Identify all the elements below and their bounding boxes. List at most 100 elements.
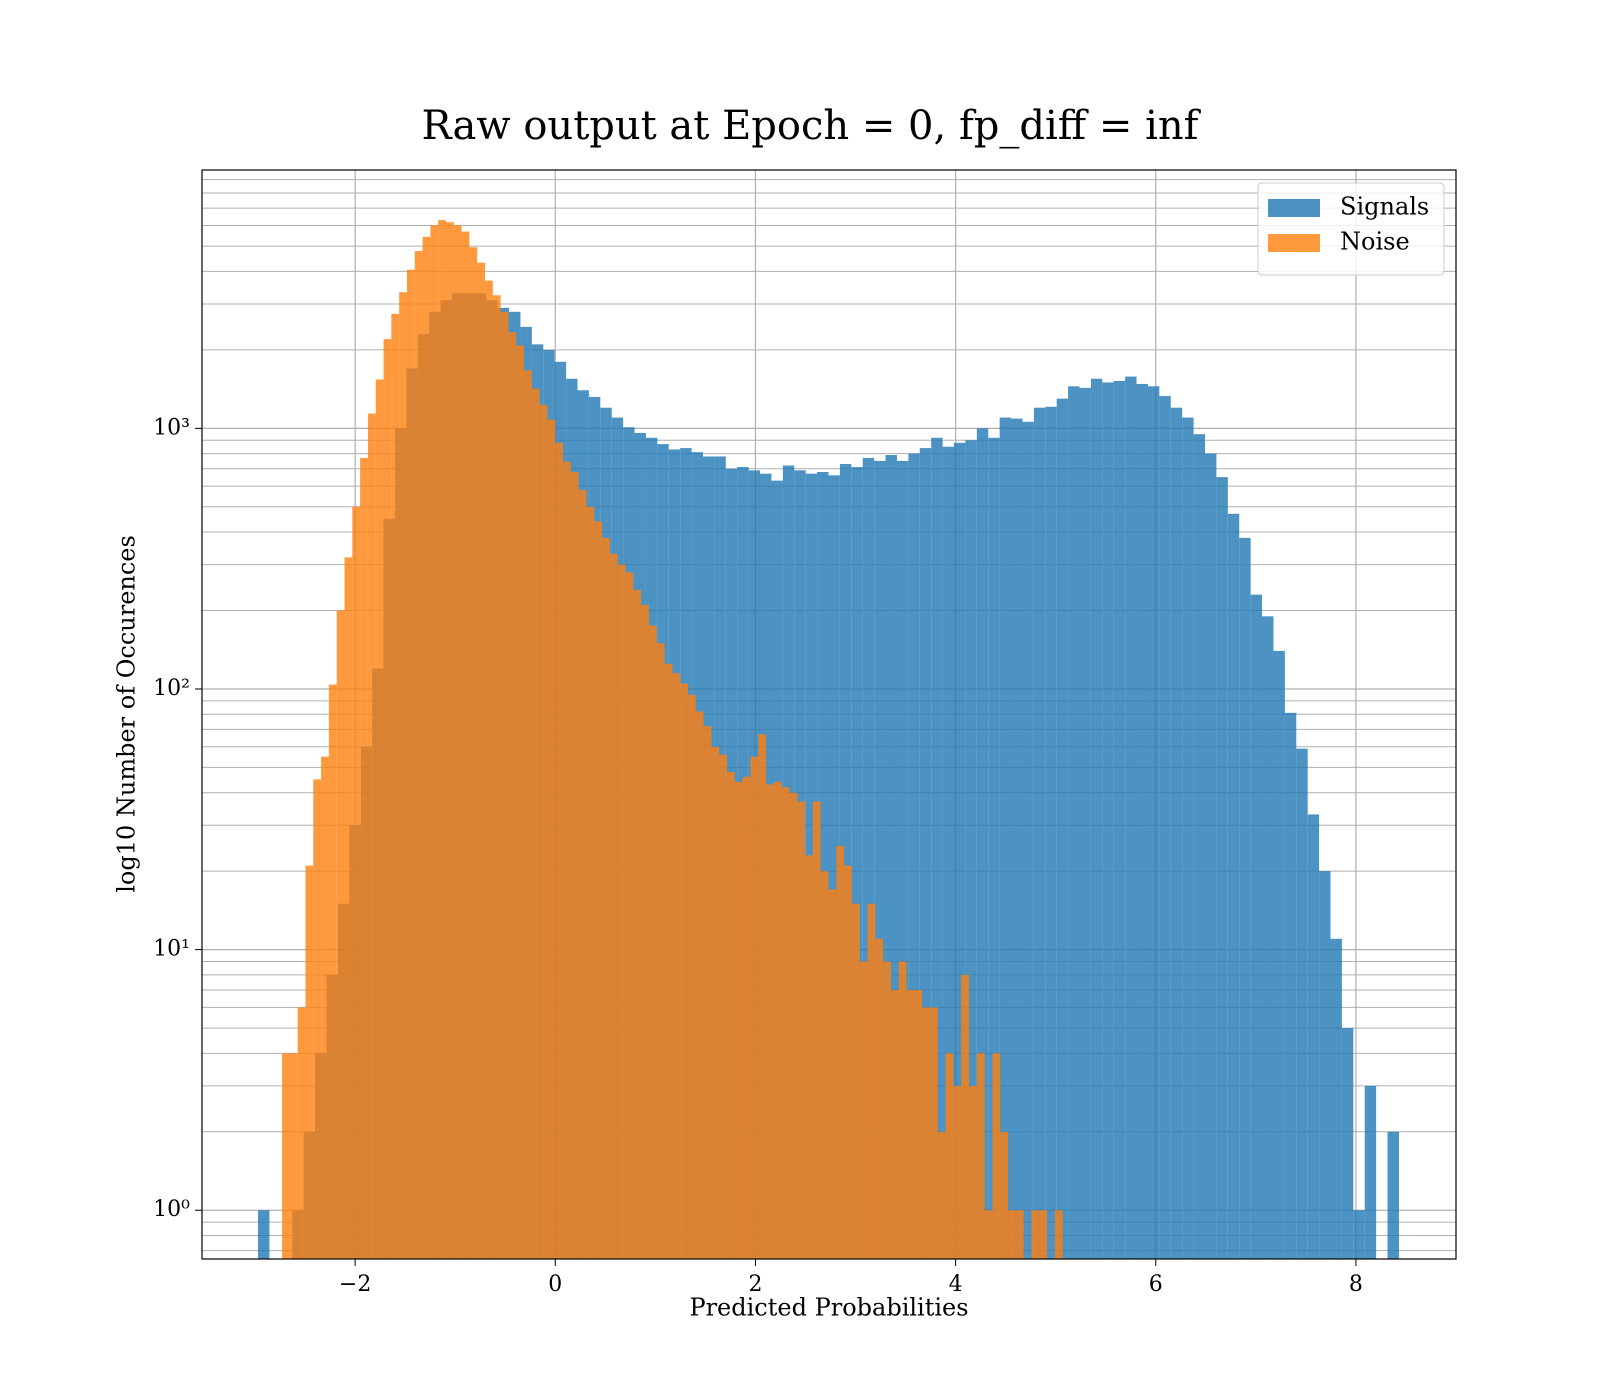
histogram-bar: [282, 1053, 290, 1259]
histogram-bar: [1033, 407, 1046, 1259]
histogram-bar: [531, 388, 540, 1259]
histogram-bar: [836, 845, 845, 1259]
axes: 10⁰ 10¹ 10² 10³ −2 0 2 4 6 8 Signals Noise: [153, 169, 1457, 1297]
histogram-bar: [1039, 1210, 1048, 1259]
histogram-bar: [953, 1085, 962, 1259]
histogram-bar: [1000, 1131, 1009, 1259]
histogram-bar: [1250, 594, 1263, 1259]
histogram-bar: [508, 332, 517, 1259]
y-tick-label: 10¹: [153, 937, 190, 962]
histogram-bar: [305, 865, 314, 1259]
x-tick-label: 8: [1349, 1272, 1363, 1297]
histogram-bar: [703, 726, 712, 1259]
histogram-bar: [945, 1053, 954, 1259]
histogram-bar: [633, 589, 642, 1259]
histogram-bar: [1330, 938, 1342, 1259]
histogram-bar: [336, 610, 345, 1259]
histogram-bar: [820, 871, 829, 1259]
histogram-bar: [919, 448, 932, 1259]
histogram-bar: [1056, 398, 1069, 1259]
histogram-bar: [844, 865, 852, 1259]
histogram-bar: [742, 776, 751, 1259]
y-axis-label: log10 Number of Occurences: [113, 535, 141, 893]
y-tick-label: 10³: [153, 415, 190, 440]
histogram-bar: [859, 961, 868, 1259]
histogram-bar: [961, 974, 970, 1259]
histogram-bar: [758, 734, 767, 1259]
histogram-bar: [578, 490, 587, 1259]
histogram-bar: [931, 437, 943, 1259]
histogram-bar: [1102, 382, 1114, 1259]
histogram-bar: [719, 754, 728, 1259]
histogram-bar: [1090, 378, 1103, 1260]
histogram-bar: [1387, 1131, 1399, 1259]
histogram-bar: [929, 1007, 938, 1259]
histogram-bar: [687, 694, 696, 1259]
histogram-bar: [485, 280, 493, 1259]
histogram-bar: [805, 855, 813, 1259]
histogram-bar: [648, 625, 657, 1259]
histogram-bar: [908, 453, 920, 1260]
legend: Signals Noise: [1257, 182, 1445, 276]
histogram-bar: [812, 801, 821, 1259]
histogram-bar: [1113, 380, 1126, 1260]
histogram-bar: [328, 684, 337, 1259]
histogram-bar: [500, 311, 509, 1259]
histogram-bar: [360, 457, 368, 1260]
histogram-bar: [414, 251, 423, 1259]
histogram-bar: [766, 784, 774, 1259]
histogram-bar: [524, 370, 532, 1259]
histogram-bar: [461, 231, 470, 1259]
x-tick-label: −2: [339, 1272, 371, 1297]
histogram-bar: [976, 1053, 985, 1259]
histogram-bar: [1284, 712, 1297, 1259]
histogram-bar: [1227, 513, 1240, 1259]
histogram-bar: [555, 442, 564, 1259]
histogram-bar: [937, 1131, 946, 1259]
histogram-bar: [914, 989, 923, 1259]
histogram-bar: [874, 460, 886, 1260]
histogram-bar: [1031, 1210, 1040, 1259]
histogram-bar: [1296, 748, 1308, 1259]
histogram-bar: [1182, 417, 1194, 1259]
histogram-bar: [1216, 477, 1228, 1259]
histogram-bar: [976, 428, 989, 1260]
bars: [258, 220, 1399, 1260]
histogram-bar: [609, 553, 618, 1259]
histogram-bar: [890, 989, 899, 1259]
histogram-bar: [641, 604, 649, 1259]
histogram-bar: [313, 779, 322, 1259]
histogram-bar: [953, 442, 966, 1259]
x-tick-label: 4: [949, 1272, 963, 1297]
histogram-bar: [797, 801, 806, 1259]
histogram-bar: [1125, 376, 1137, 1259]
histogram-bar: [430, 225, 439, 1260]
legend-label: Signals: [1340, 193, 1429, 221]
x-tick-label: 0: [548, 1272, 562, 1297]
histogram-bar: [1054, 1210, 1063, 1259]
histogram-bar: [680, 683, 688, 1259]
histogram-bar: [602, 537, 610, 1259]
histogram-bar: [1136, 383, 1148, 1259]
histogram-bar: [321, 756, 329, 1259]
histogram-bar: [898, 961, 907, 1259]
histogram-bar: [586, 506, 595, 1259]
histogram-bar: [399, 292, 407, 1259]
histogram-bar: [862, 457, 875, 1260]
histogram-bar: [875, 938, 884, 1259]
histogram-bar: [711, 746, 720, 1259]
histogram-bar: [727, 772, 735, 1259]
histogram-bar: [851, 903, 860, 1259]
histogram-bar: [1262, 616, 1274, 1259]
histogram-bar: [1193, 434, 1205, 1259]
histogram-bar: [1353, 1210, 1365, 1259]
histogram-bar: [625, 572, 634, 1259]
histogram-bar: [1204, 453, 1217, 1260]
histogram-bar: [617, 564, 626, 1259]
histogram-bar: [839, 463, 852, 1259]
legend-label: Noise: [1340, 228, 1410, 256]
histogram-bar: [695, 711, 704, 1259]
histogram-bar: [828, 475, 840, 1259]
histogram-bar: [965, 440, 977, 1259]
